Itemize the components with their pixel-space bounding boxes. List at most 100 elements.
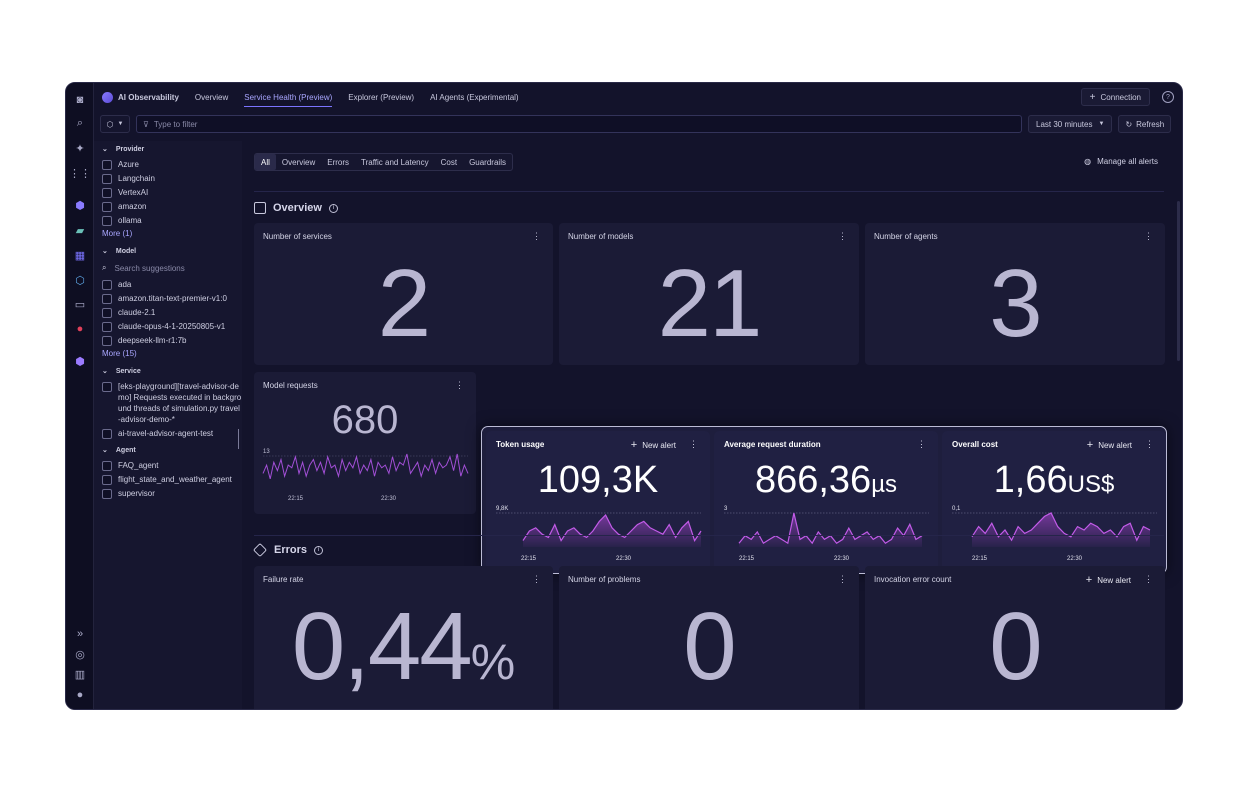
checkbox-agent[interactable]: supervisor <box>102 488 242 499</box>
grid-app-icon[interactable]: ▦ <box>74 249 86 262</box>
section-agent[interactable]: ⌄ Agent <box>102 442 242 458</box>
user-icon[interactable]: ● <box>76 689 84 701</box>
kebab-menu-icon[interactable]: ⋮ <box>917 439 926 449</box>
logo-icon[interactable]: ◙ <box>76 94 84 106</box>
tab-cost[interactable]: Cost <box>440 157 458 167</box>
ai-observability-app-icon[interactable]: ⬢ <box>75 355 85 368</box>
checkbox[interactable] <box>102 336 112 346</box>
checkbox-service[interactable]: ai-travel-advisor-agent-test <box>102 428 242 439</box>
scrollbar[interactable] <box>1177 201 1180 361</box>
checkbox[interactable] <box>102 280 112 290</box>
checkbox[interactable] <box>102 294 112 304</box>
entity-type-dropdown[interactable]: ⬡ ▼ <box>100 115 130 133</box>
tab-explorer[interactable]: Explorer (Preview) <box>348 92 415 102</box>
cost-series <box>971 512 1151 542</box>
cube-app-icon[interactable]: ⬡ <box>75 274 85 287</box>
checkbox-model[interactable]: claude-2.1 <box>102 307 242 318</box>
kebab-menu-icon[interactable]: ⋮ <box>1144 231 1153 241</box>
new-alert-button[interactable]: + New alert <box>1087 439 1132 451</box>
section-provider[interactable]: ⌄ Provider <box>102 141 242 157</box>
kebab-menu-icon[interactable]: ⋮ <box>689 439 698 449</box>
tab-service-health[interactable]: Service Health (Preview) <box>244 83 333 111</box>
kebab-menu-icon[interactable]: ⋮ <box>1144 574 1153 584</box>
kebab-menu-icon[interactable]: ⋮ <box>1145 439 1154 449</box>
section-service[interactable]: ⌄ Service <box>102 363 242 379</box>
checkbox[interactable] <box>102 429 112 439</box>
y-tick-label: 3 <box>724 506 728 512</box>
checkbox-provider-azure[interactable]: Azure <box>102 159 242 170</box>
checkbox[interactable] <box>102 382 112 392</box>
checkbox[interactable] <box>102 308 112 318</box>
checkbox-model[interactable]: deepseek-llm-r1:7b <box>102 335 242 346</box>
kebab-menu-icon[interactable]: ⋮ <box>455 380 464 390</box>
checkbox-agent[interactable]: FAQ_agent <box>102 460 242 471</box>
checkbox-model[interactable]: amazon.titan-text-premier-v1:0 <box>102 293 242 304</box>
checkbox-provider-amazon[interactable]: amazon <box>102 201 242 212</box>
checkbox-model[interactable]: claude-opus-4-1-20250805-v1 <box>102 321 242 332</box>
checkbox[interactable] <box>102 475 112 485</box>
more-providers-link[interactable]: More (1) <box>102 229 133 238</box>
kebab-menu-icon[interactable]: ⋮ <box>838 231 847 241</box>
cost-area <box>972 513 1150 547</box>
tab-guardrails[interactable]: Guardrails <box>469 157 506 167</box>
checkbox-model[interactable]: ada <box>102 279 242 290</box>
plus-icon: + <box>1089 91 1096 103</box>
apps-grid-icon[interactable]: ⋮⋮ <box>69 167 91 180</box>
expand-icon[interactable]: » <box>76 628 84 640</box>
checkbox[interactable] <box>102 322 112 332</box>
checkbox-label: ada <box>118 280 132 289</box>
timeframe-selector[interactable]: Last 30 minutes ▼ <box>1028 115 1113 133</box>
manage-alerts-button[interactable]: ◍ Manage all alerts <box>1084 157 1158 166</box>
support-icon[interactable]: ◎ <box>75 648 85 661</box>
chevron-down-icon: ⌄ <box>102 447 108 454</box>
kebab-menu-icon[interactable]: ⋮ <box>532 574 541 584</box>
filter-field[interactable]: ⊽ <box>136 115 1022 133</box>
app-title[interactable]: AI Observability <box>102 91 179 103</box>
checkbox[interactable] <box>102 461 112 471</box>
checkbox[interactable] <box>102 160 112 170</box>
hex-app-icon[interactable]: ⬢ <box>75 199 85 212</box>
more-models-link[interactable]: More (15) <box>102 349 137 358</box>
checkbox[interactable] <box>102 489 112 499</box>
info-icon[interactable]: i <box>314 545 324 555</box>
filter-input[interactable] <box>153 119 974 129</box>
refresh-icon: ↻ <box>1125 119 1133 129</box>
checkbox-service[interactable]: [eks-playground][travel-advisor-demo] Re… <box>102 381 242 425</box>
checkbox-provider-ollama[interactable]: ollama <box>102 215 242 226</box>
kebab-menu-icon[interactable]: ⋮ <box>532 231 541 241</box>
model-search[interactable]: ⌕ Search suggestions <box>102 259 242 277</box>
tab-errors[interactable]: Errors <box>327 157 350 167</box>
card-title: Overall cost <box>952 440 998 449</box>
refresh-button[interactable]: ↻ Refresh <box>1118 115 1172 133</box>
sidebar-resize-handle[interactable] <box>237 429 239 449</box>
alert-app-icon[interactable]: ● <box>76 323 84 335</box>
sparkle-icon[interactable]: ✦ <box>75 142 85 155</box>
tab-ai-agents[interactable]: AI Agents (Experimental) <box>430 92 519 102</box>
help-icon[interactable]: ? <box>1162 91 1174 103</box>
info-icon[interactable]: i <box>328 203 338 213</box>
tab-overview-section[interactable]: Overview <box>281 157 316 167</box>
monitor-app-icon[interactable]: ▭ <box>74 298 86 311</box>
section-model[interactable]: ⌄ Model <box>102 243 242 259</box>
truck-app-icon[interactable]: ▰ <box>75 224 85 237</box>
tab-overview[interactable]: Overview <box>194 92 229 102</box>
checkbox-agent[interactable]: flight_state_and_weather_agent <box>102 474 242 485</box>
card-number-of-models: Number of models ⋮ 21 <box>559 223 859 365</box>
checkbox[interactable] <box>102 202 112 212</box>
tab-all[interactable]: All <box>255 154 276 170</box>
new-alert-button[interactable]: + New alert <box>1086 574 1131 586</box>
connection-button[interactable]: + Connection <box>1080 88 1150 106</box>
checkbox[interactable] <box>102 174 112 184</box>
checkbox[interactable] <box>102 216 112 226</box>
kebab-menu-icon[interactable]: ⋮ <box>838 574 847 584</box>
checkbox-label: flight_state_and_weather_agent <box>118 475 232 484</box>
tab-traffic-latency[interactable]: Traffic and Latency <box>361 157 429 167</box>
checkbox-provider-langchain[interactable]: Langchain <box>102 173 242 184</box>
new-alert-button[interactable]: + New alert <box>631 439 676 451</box>
checkbox-provider-vertexai[interactable]: VertexAI <box>102 187 242 198</box>
chevron-down-icon: ⌄ <box>102 368 108 375</box>
checkbox[interactable] <box>102 188 112 198</box>
divider <box>254 535 1164 536</box>
chart-icon[interactable]: ▥ <box>74 668 86 681</box>
search-icon[interactable]: ⌕ <box>76 116 84 129</box>
